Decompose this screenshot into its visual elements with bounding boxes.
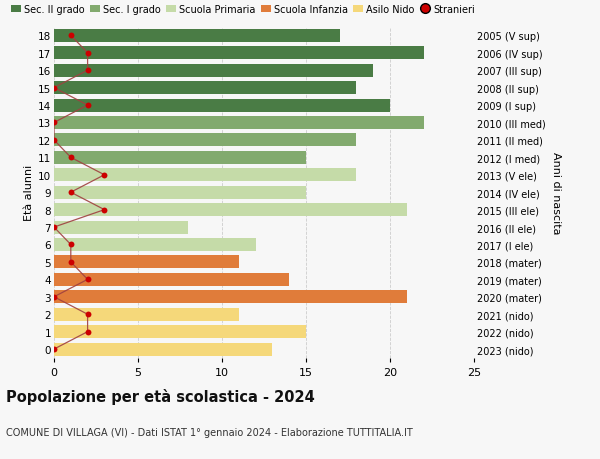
Y-axis label: Età alunni: Età alunni (24, 165, 34, 221)
Bar (54, 186, 306, 199)
Text: COMUNE DI VILLAGA (VI) - Dati ISTAT 1° gennaio 2024 - Elaborazione TUTTITALIA.IT: COMUNE DI VILLAGA (VI) - Dati ISTAT 1° g… (6, 427, 413, 437)
Point (100, 207, 109, 214)
Bar (54, 30, 340, 43)
Point (83, 311, 92, 318)
Bar (54, 151, 306, 164)
Point (66, 241, 76, 249)
Y-axis label: Anni di nascita: Anni di nascita (551, 151, 561, 234)
Point (100, 172, 109, 179)
Bar (54, 117, 424, 130)
Point (66, 154, 76, 162)
Bar (54, 291, 407, 304)
Bar (54, 256, 239, 269)
Bar (54, 134, 356, 147)
Bar (54, 343, 272, 356)
Bar (54, 273, 289, 286)
Bar (54, 99, 390, 112)
Point (49, 137, 59, 144)
Point (49, 119, 59, 127)
Point (83, 50, 92, 57)
Bar (54, 325, 306, 338)
Point (49, 346, 59, 353)
Bar (54, 238, 256, 252)
Bar (54, 169, 356, 182)
Bar (54, 65, 373, 78)
Point (83, 276, 92, 283)
Bar (54, 82, 356, 95)
Legend: Sec. II grado, Sec. I grado, Scuola Primaria, Scuola Infanzia, Asilo Nido, Stran: Sec. II grado, Sec. I grado, Scuola Prim… (11, 5, 475, 15)
Point (83, 102, 92, 110)
Bar (54, 308, 239, 321)
Point (83, 328, 92, 336)
Point (49, 224, 59, 231)
Bar (54, 47, 424, 60)
Bar (54, 221, 188, 234)
Point (49, 293, 59, 301)
Point (66, 259, 76, 266)
Text: Popolazione per età scolastica - 2024: Popolazione per età scolastica - 2024 (6, 388, 315, 404)
Point (83, 67, 92, 75)
Point (66, 33, 76, 40)
Point (66, 189, 76, 196)
Point (49, 85, 59, 92)
Bar (54, 204, 407, 217)
